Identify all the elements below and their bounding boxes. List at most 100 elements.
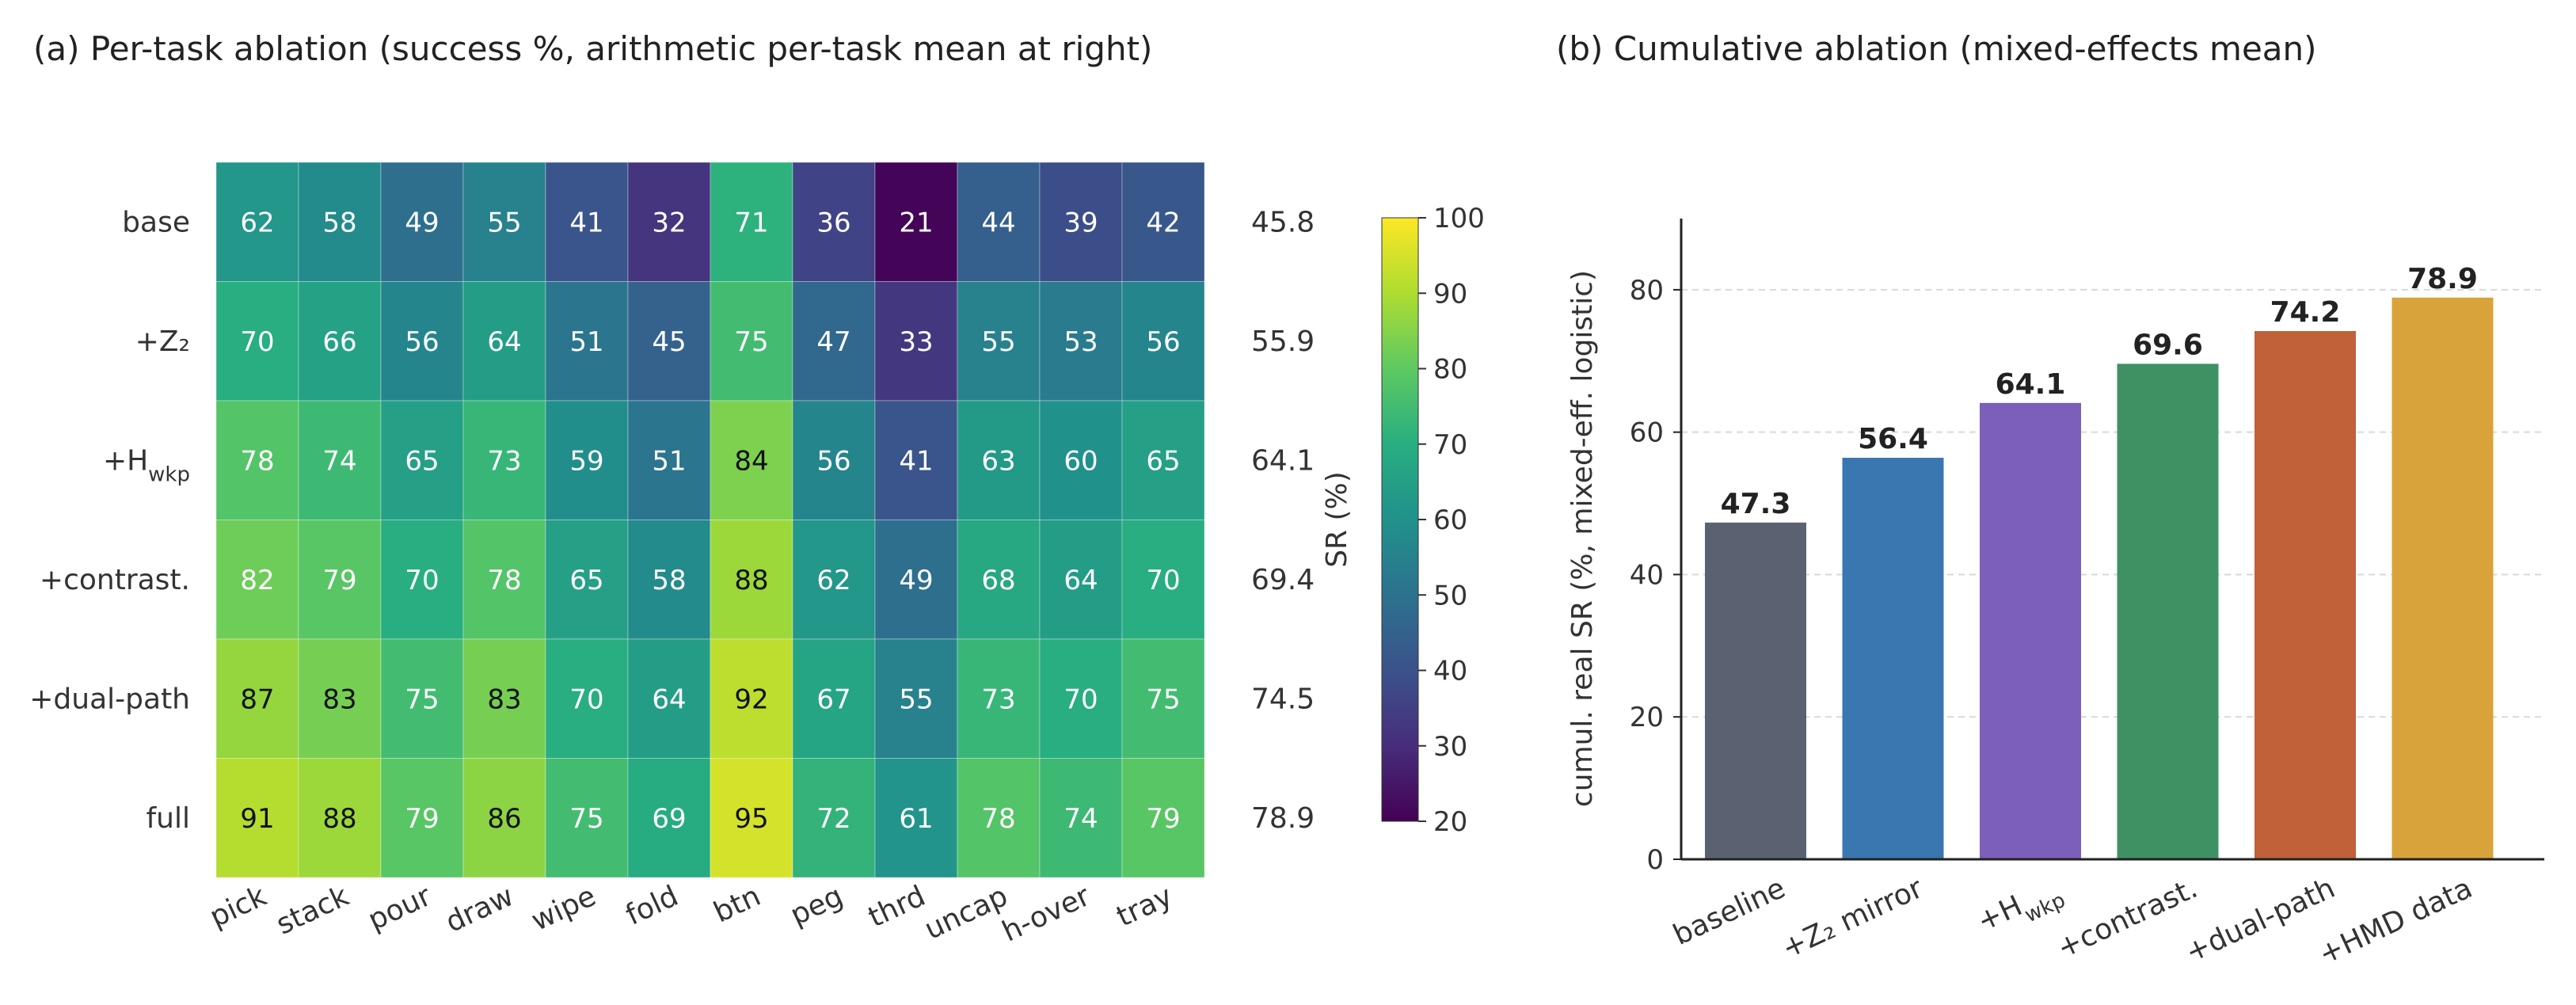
heatmap-cell-value: 56 — [1146, 326, 1180, 358]
y-tick-label: 40 — [1630, 559, 1664, 591]
heatmap-cell — [957, 162, 1041, 282]
heatmap-cell-value: 32 — [652, 207, 686, 238]
heatmap-cell-value: 65 — [405, 445, 439, 477]
heatmap-cell-value: 95 — [734, 803, 768, 835]
bar-category-label: baseline — [1669, 872, 1790, 952]
heatmap-cell-value: 47 — [816, 326, 850, 358]
heatmap-cell — [874, 638, 958, 759]
heatmap-row-mean: 78.9 — [1251, 802, 1315, 835]
colorbar-tick-label: 50 — [1433, 580, 1467, 611]
colorbar-ticks: 20 30 40 50 60 70 80 90 100 — [1418, 203, 1485, 838]
bar-value-label: 69.6 — [2133, 329, 2203, 361]
heatmap-cell-value: 70 — [405, 565, 439, 596]
heatmap-cell-value: 72 — [816, 803, 850, 835]
heatmap-cell-value: 62 — [240, 207, 274, 238]
heatmap-cell-value: 51 — [652, 445, 686, 477]
heatmap-cell — [1039, 281, 1123, 402]
bar-category-label: +dual-path — [2181, 872, 2340, 969]
heatmap-column-label: h-over — [998, 880, 1095, 949]
bar — [2391, 297, 2494, 859]
heatmap-cell-value: 21 — [899, 207, 933, 238]
heatmap-cell — [462, 520, 546, 640]
heatmap-cell — [1121, 281, 1205, 402]
heatmap-cell — [627, 638, 711, 759]
colorbar-tick-label: 100 — [1433, 203, 1485, 234]
heatmap-cell-value: 88 — [734, 565, 768, 596]
heatmap-cell-value: 71 — [734, 207, 768, 238]
heatmap-cell-value: 70 — [1146, 565, 1180, 596]
heatmap-cell — [710, 400, 793, 520]
heatmap-row-mean: 55.9 — [1251, 325, 1315, 358]
heatmap-cell — [627, 281, 711, 402]
bar-value-label: 74.2 — [2270, 296, 2341, 329]
heatmap-cell — [215, 758, 299, 878]
bar-chart-title: (b) Cumulative ablation (mixed-effects m… — [1556, 29, 2317, 68]
heatmap-cell — [1121, 162, 1205, 282]
heatmap-cell-value: 61 — [899, 803, 933, 835]
heatmap-column-label: peg — [786, 880, 848, 932]
heatmap-cell — [380, 638, 464, 759]
heatmap-cell — [462, 281, 546, 402]
heatmap-cell-value: 75 — [1146, 683, 1180, 715]
bar-value-label: 47.3 — [1721, 488, 1791, 520]
heatmap-cell — [1121, 400, 1205, 520]
bar-value-label: 56.4 — [1858, 423, 1928, 455]
heatmap-row-label: +Hwkp — [103, 444, 190, 486]
heatmap-cell — [1039, 520, 1123, 640]
heatmap-cell-value: 49 — [899, 565, 933, 596]
bar-category-labels: baseline+Z₂ mirror +Hwkp+contrast.+dual-p… — [1669, 872, 2477, 971]
heatmap-cell — [957, 520, 1041, 640]
heatmap-cell-value: 60 — [1064, 445, 1098, 477]
heatmap-cell-value: 41 — [899, 445, 933, 477]
heatmap-cell-value: 74 — [1064, 803, 1098, 835]
heatmap-cell — [298, 162, 382, 282]
heatmap-cell — [1039, 758, 1123, 878]
bar-value-labels: 47.3 56.4 64.1 69.6 74.2 78.9 — [1721, 263, 2478, 520]
heatmap-row-mean: 69.4 — [1251, 564, 1315, 596]
heatmap-cell — [462, 162, 546, 282]
heatmap-cell-value: 64 — [487, 326, 521, 358]
heatmap-cell — [298, 638, 382, 759]
bar-y-ticks: 0 20 40 60 80 — [1630, 275, 1681, 876]
heatmap-cell-value: 65 — [1146, 445, 1180, 477]
heatmap-cells: 62 58 49 55 41 32 71 36 21 44 39 42 70 66 56 64 51 45 75 47… — [215, 162, 1205, 878]
heatmap-cell-value: 39 — [1064, 207, 1098, 238]
heatmap-cell-value: 82 — [240, 565, 274, 596]
heatmap-cell — [545, 638, 629, 759]
heatmap-cell-value: 58 — [652, 565, 686, 596]
colorbar — [1381, 217, 1419, 822]
colorbar-tick-label: 40 — [1433, 656, 1467, 687]
heatmap-cell — [1121, 758, 1205, 878]
bar-category-label: +contrast. — [2053, 872, 2203, 965]
heatmap-row-label: +Z₂ — [135, 325, 190, 358]
heatmap-cell — [380, 520, 464, 640]
heatmap-title: (a) Per-task ablation (success %, arithm… — [33, 29, 1152, 68]
colorbar-tick-label: 20 — [1433, 806, 1467, 838]
bar — [2117, 364, 2219, 860]
colorbar-tick-label: 60 — [1433, 504, 1467, 536]
heatmap-cell — [298, 758, 382, 878]
heatmap-cell-value: 79 — [1146, 803, 1180, 835]
heatmap-cell-value: 51 — [569, 326, 603, 358]
heatmap-cell — [1121, 520, 1205, 640]
heatmap-cell-value: 78 — [487, 565, 521, 596]
heatmap-cell — [215, 520, 299, 640]
heatmap-cell — [545, 162, 629, 282]
bar-category-label: +HMD data — [2314, 872, 2477, 971]
heatmap-cell-value: 62 — [816, 565, 850, 596]
heatmap-cell — [710, 638, 793, 759]
heatmap-cell-value: 75 — [569, 803, 603, 835]
heatmap-cell — [627, 162, 711, 282]
heatmap-cell — [215, 638, 299, 759]
heatmap-cell-value: 92 — [734, 683, 768, 715]
heatmap-cell-value: 73 — [487, 445, 521, 477]
heatmap-cell-value: 66 — [322, 326, 356, 358]
heatmap-cell — [792, 638, 876, 759]
heatmap-cell-value: 84 — [734, 445, 768, 477]
heatmap-cell — [957, 758, 1041, 878]
colorbar-tick-label: 90 — [1433, 278, 1467, 310]
heatmap-cell — [627, 520, 711, 640]
heatmap-cell-value: 70 — [1064, 683, 1098, 715]
heatmap-cell-value: 53 — [1064, 326, 1098, 358]
